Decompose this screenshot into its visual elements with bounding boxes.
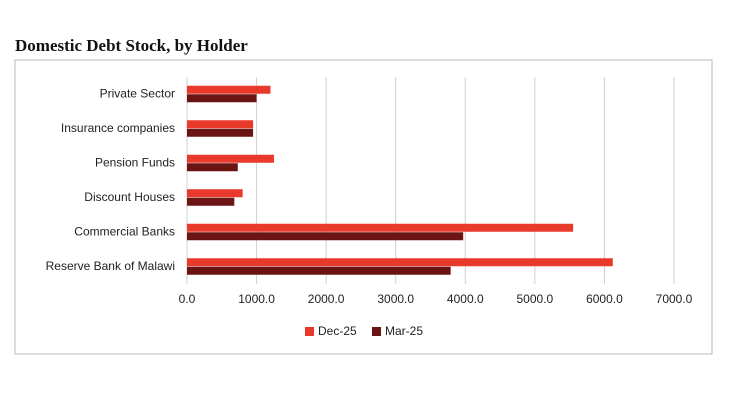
bar — [187, 232, 464, 241]
x-tick-label: 1000.0 — [238, 292, 275, 306]
x-tick-label: 6000.0 — [586, 292, 623, 306]
y-tick-label: Private Sector — [100, 86, 175, 100]
bar — [187, 128, 254, 137]
x-tick-label: 7000.0 — [656, 292, 693, 306]
bar — [187, 85, 271, 94]
x-tick-label: 3000.0 — [377, 292, 414, 306]
y-tick-label: Reserve Bank of Malawi — [46, 259, 175, 273]
y-tick-label: Discount Houses — [84, 190, 175, 204]
y-tick-label: Insurance companies — [61, 121, 175, 135]
x-tick-label: 0.0 — [179, 292, 196, 306]
y-tick-label: Pension Funds — [95, 155, 175, 169]
bar — [187, 266, 451, 275]
legend-swatch — [372, 327, 381, 336]
bar — [187, 163, 238, 172]
legend-swatch — [305, 327, 314, 336]
legend-label: Dec-25 — [318, 324, 357, 338]
bar — [187, 154, 274, 163]
bar — [187, 197, 235, 206]
bar — [187, 120, 254, 129]
y-tick-label: Commercial Banks — [74, 224, 175, 238]
bar — [187, 223, 574, 232]
x-tick-label: 4000.0 — [447, 292, 484, 306]
bar — [187, 258, 613, 267]
chart-frame — [14, 59, 713, 355]
bar — [187, 189, 243, 198]
legend-label: Mar-25 — [385, 324, 423, 338]
bar — [187, 94, 257, 103]
x-tick-label: 5000.0 — [517, 292, 554, 306]
x-tick-label: 2000.0 — [308, 292, 345, 306]
chart-title: Domestic Debt Stock, by Holder — [15, 36, 248, 55]
